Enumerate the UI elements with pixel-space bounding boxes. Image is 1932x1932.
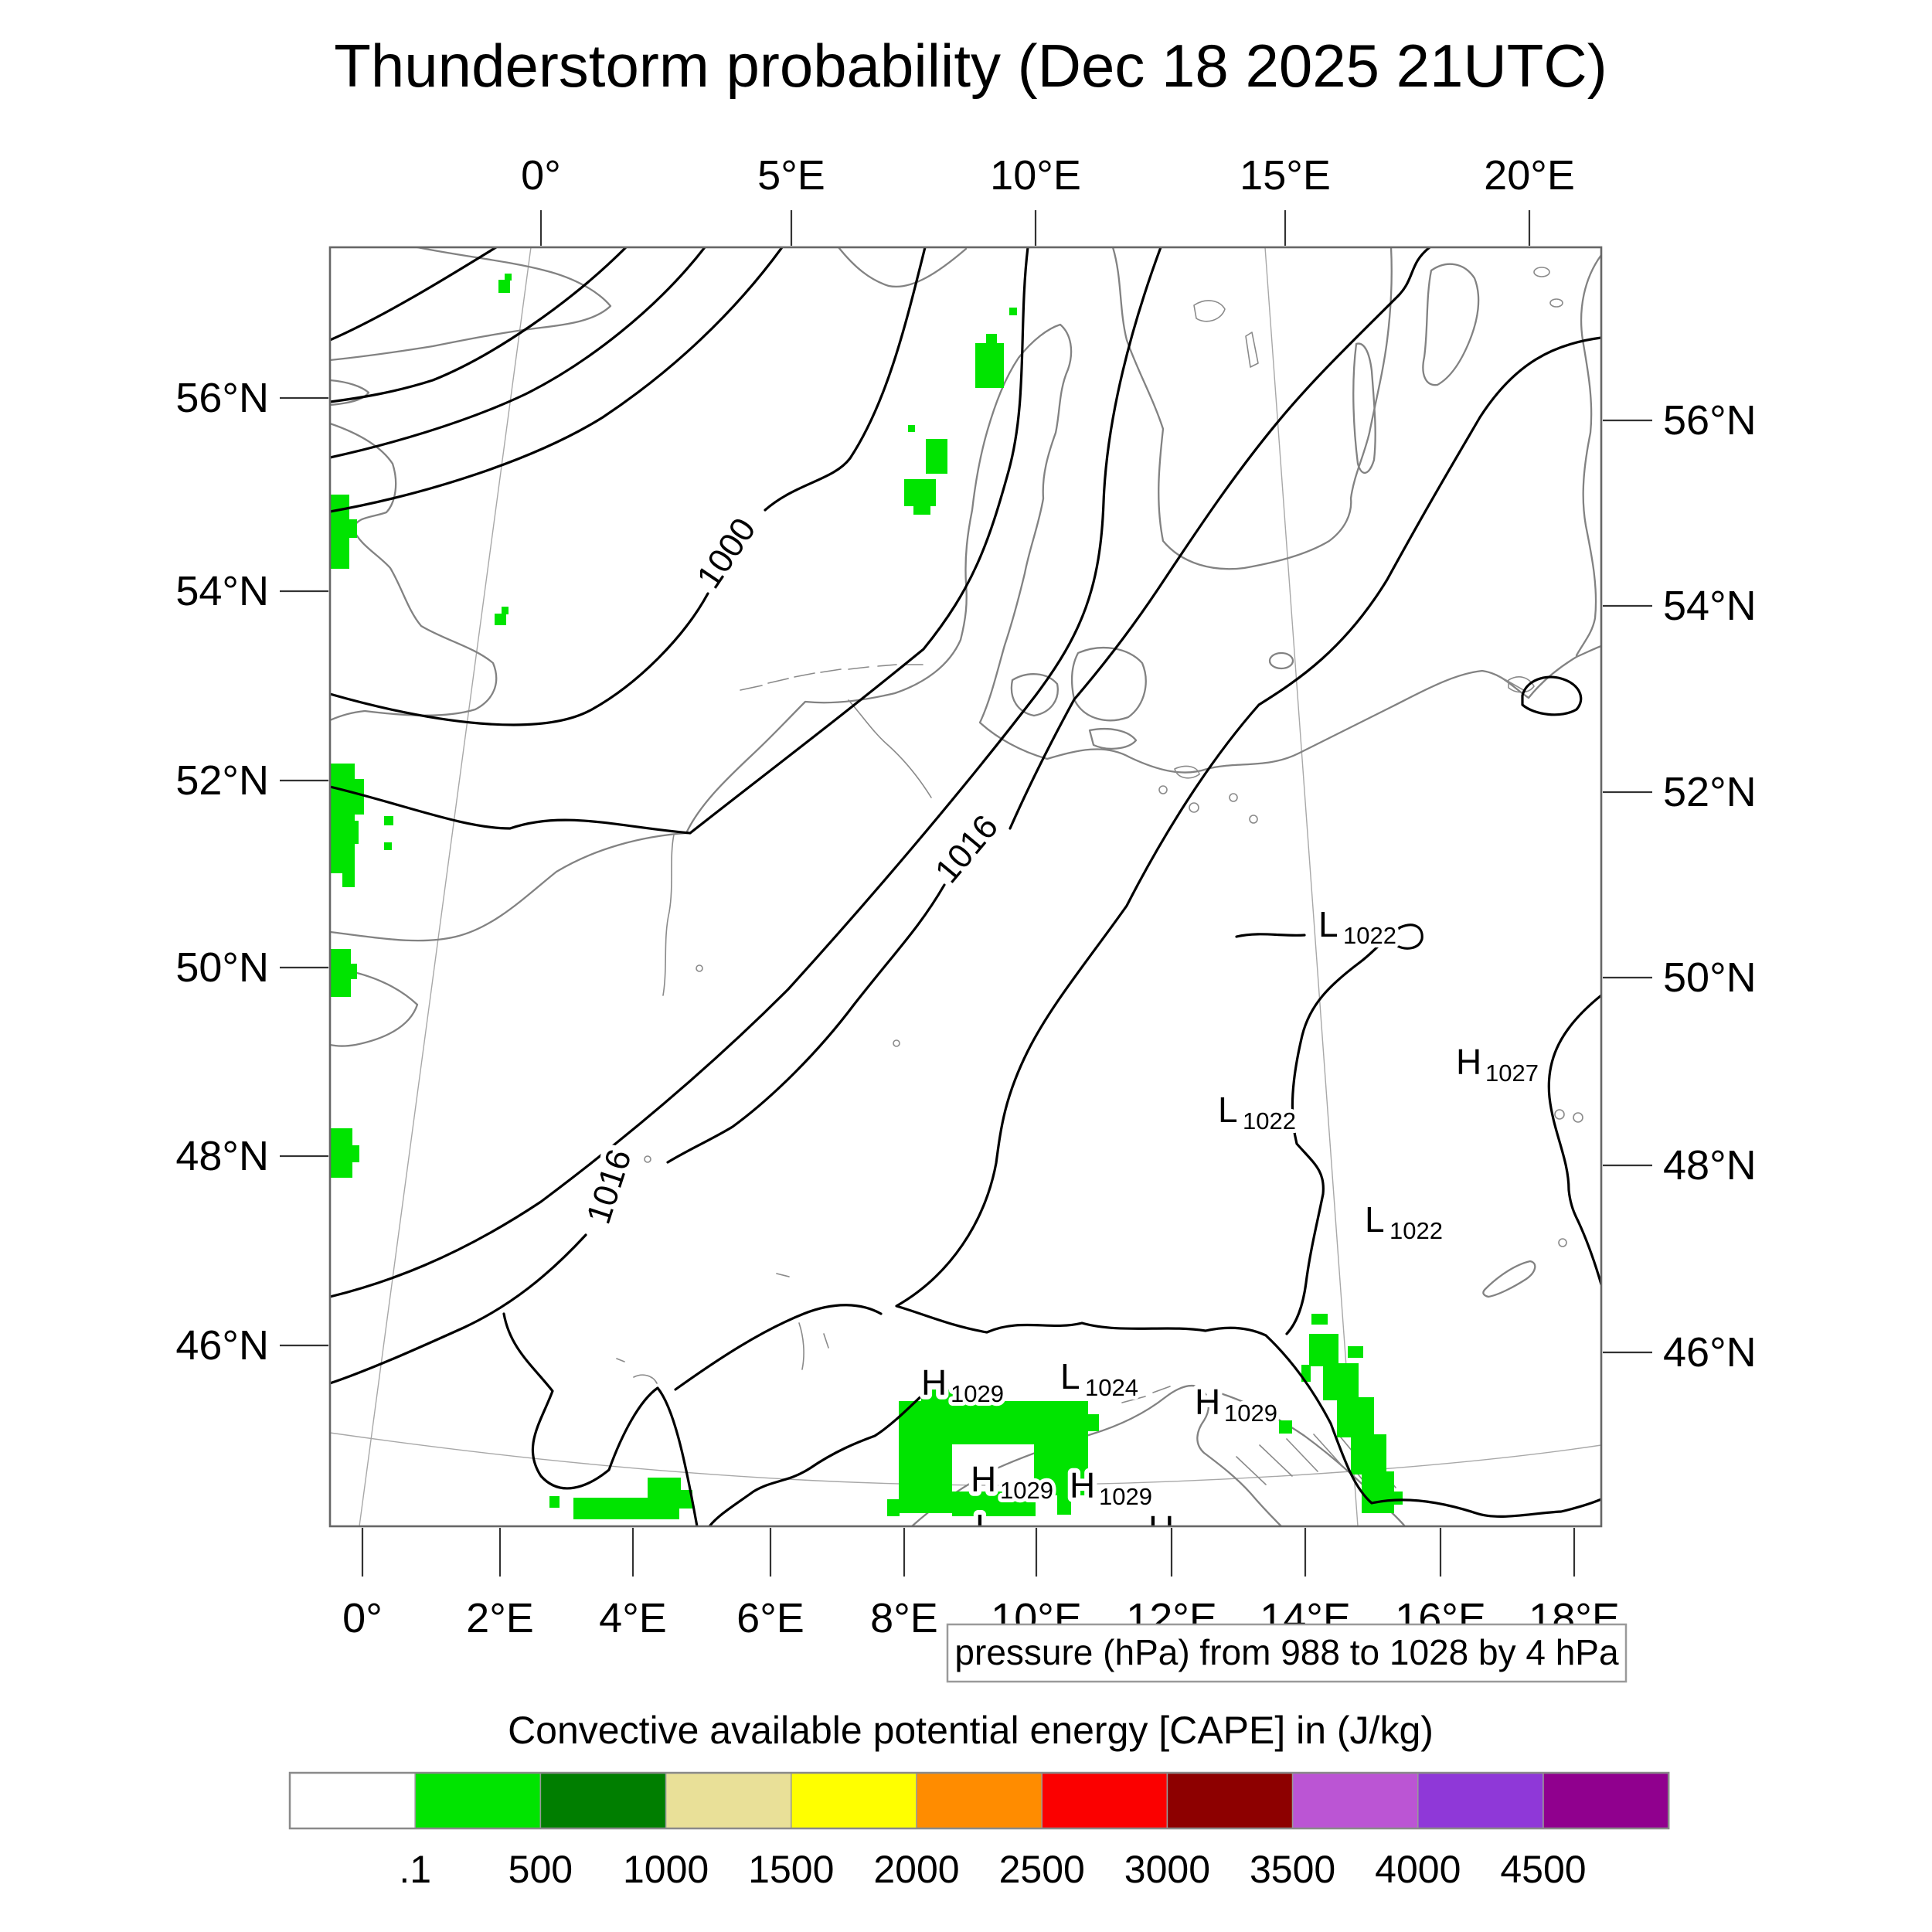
pressure-center: H 1029 (1144, 1504, 1235, 1553)
right-axis: 56°N 54°N 52°N 50°N 48°N 46°N (1663, 397, 1757, 1376)
colorbar-label: 1000 (623, 1848, 709, 1891)
cape-legend-title: Convective available potential energy [C… (508, 1709, 1434, 1752)
map-frame (328, 246, 1603, 1528)
svg-text:1029: 1029 (1099, 1483, 1152, 1510)
colorbar-cell (539, 1772, 667, 1829)
right-tick-label: 56°N (1663, 397, 1757, 444)
cape-legend: Convective available potential energy [C… (288, 1709, 1670, 1891)
axis-ticks (280, 210, 1652, 1577)
left-tick-label: 46°N (175, 1322, 269, 1369)
pressure-center: H 1029 (1190, 1377, 1281, 1430)
svg-text:H: H (1195, 1382, 1220, 1422)
colorbar-cell (1543, 1772, 1669, 1829)
pressure-center: L 1028 (971, 1502, 1057, 1552)
pressure-center: L 1022 (1213, 1085, 1300, 1138)
pressure-center: H 1029 (1065, 1461, 1156, 1514)
colorbar-cell (1041, 1772, 1168, 1829)
map-area: 1000 1016 1016 L 1022 L 1022 L 1022 H 1027 H… (330, 247, 1601, 1553)
svg-text:L: L (1318, 904, 1338, 944)
svg-text:L: L (975, 1507, 995, 1547)
colorbar-cell (916, 1772, 1043, 1829)
colorbar-cell (1417, 1772, 1544, 1829)
svg-text:L: L (1218, 1090, 1238, 1130)
svg-text:1022: 1022 (1389, 1217, 1443, 1244)
isobar-label-1016-b: 1016 (580, 1145, 639, 1228)
svg-text:1024: 1024 (1085, 1374, 1138, 1401)
left-tick-label: 52°N (175, 757, 269, 804)
right-tick-label: 46°N (1663, 1329, 1757, 1376)
right-tick-label: 48°N (1663, 1142, 1757, 1189)
colorbar-label: 3500 (1250, 1848, 1335, 1891)
colorbar-cell (665, 1772, 792, 1829)
left-tick-label: 48°N (175, 1133, 269, 1179)
isobar-label-1016-a: 1016 (928, 808, 1005, 889)
top-tick-label: 10°E (990, 152, 1081, 199)
svg-text:H: H (1148, 1509, 1174, 1549)
svg-text:1022: 1022 (1343, 922, 1396, 949)
top-axis: 0° 5°E 10°E 15°E 20°E (521, 152, 1575, 199)
bottom-tick-label: 2°E (466, 1595, 534, 1641)
colorbar-label: .1 (399, 1848, 431, 1891)
left-tick-label: 50°N (175, 944, 269, 991)
pressure-center: L 1022 (1360, 1195, 1447, 1248)
colorbar-label: 3000 (1124, 1848, 1210, 1891)
svg-text:H: H (1456, 1042, 1481, 1082)
colorbar-cell (289, 1772, 416, 1829)
svg-text:1027: 1027 (1485, 1060, 1539, 1087)
isobar-label-1000: 1000 (689, 512, 763, 596)
pressure-center-markers: L 1022 L 1022 L 1022 H 1027 H 1029 L 1024 H 102… (917, 900, 1543, 1553)
page-title: Thunderstorm probability (Dec 18 2025 21… (334, 32, 1607, 100)
left-tick-label: 54°N (175, 568, 269, 614)
bottom-tick-label: 0° (342, 1595, 383, 1641)
colorbar-cell (791, 1772, 917, 1829)
colorbar-cell (1291, 1772, 1419, 1829)
graticule-lines (330, 247, 1601, 1526)
colorbar-cell (414, 1772, 542, 1829)
pressure-isobars (330, 247, 1601, 1526)
pressure-center: L 1024 (1056, 1352, 1142, 1405)
coastlines (330, 247, 1601, 1526)
right-tick-label: 52°N (1663, 769, 1757, 815)
bottom-tick-label: 8°E (870, 1595, 938, 1641)
colorbar-cell (1166, 1772, 1294, 1829)
svg-text:1029: 1029 (1178, 1526, 1231, 1553)
colorbar-label: 4500 (1500, 1848, 1586, 1891)
svg-text:1029: 1029 (1224, 1400, 1277, 1427)
pressure-caption-text: pressure (hPa) from 988 to 1028 by 4 hPa (954, 1632, 1619, 1672)
top-tick-label: 0° (521, 152, 561, 199)
bottom-tick-label: 4°E (599, 1595, 667, 1641)
cape-probability-areas (330, 274, 1403, 1519)
svg-text:H: H (1070, 1465, 1095, 1505)
colorbar-label: 1500 (748, 1848, 834, 1891)
pressure-center: H 1029 (966, 1454, 1057, 1508)
svg-text:1029: 1029 (951, 1380, 1004, 1407)
top-tick-label: 15°E (1240, 152, 1331, 199)
left-tick-label: 56°N (175, 375, 269, 421)
svg-text:H: H (971, 1459, 996, 1499)
cape-colorbar (288, 1771, 1670, 1830)
bottom-tick-label: 6°E (736, 1595, 804, 1641)
right-tick-label: 54°N (1663, 583, 1757, 629)
cape-colorbar-labels: .1 500 1000 1500 2000 2500 3000 3500 400… (399, 1848, 1586, 1891)
pressure-center: H 1027 (1451, 1037, 1543, 1090)
svg-text:H: H (921, 1362, 947, 1403)
colorbar-label: 2000 (873, 1848, 959, 1891)
colorbar-label: 4000 (1375, 1848, 1461, 1891)
top-tick-label: 5°E (757, 152, 825, 199)
pressure-center: L 1022 (1314, 900, 1400, 953)
svg-text:1022: 1022 (1243, 1107, 1296, 1134)
svg-text:L: L (1060, 1356, 1080, 1396)
colorbar-label: 2500 (999, 1848, 1085, 1891)
svg-text:1029: 1029 (1000, 1477, 1053, 1504)
colorbar-label: 500 (509, 1848, 573, 1891)
pressure-caption-box: pressure (hPa) from 988 to 1028 by 4 hPa (946, 1623, 1628, 1683)
svg-text:1028: 1028 (1000, 1525, 1053, 1552)
top-tick-label: 20°E (1484, 152, 1575, 199)
svg-text:L: L (1365, 1199, 1385, 1240)
pressure-center: H 1029 (917, 1358, 1008, 1411)
left-axis: 56°N 54°N 52°N 50°N 48°N 46°N (175, 375, 269, 1369)
right-tick-label: 50°N (1663, 954, 1757, 1001)
